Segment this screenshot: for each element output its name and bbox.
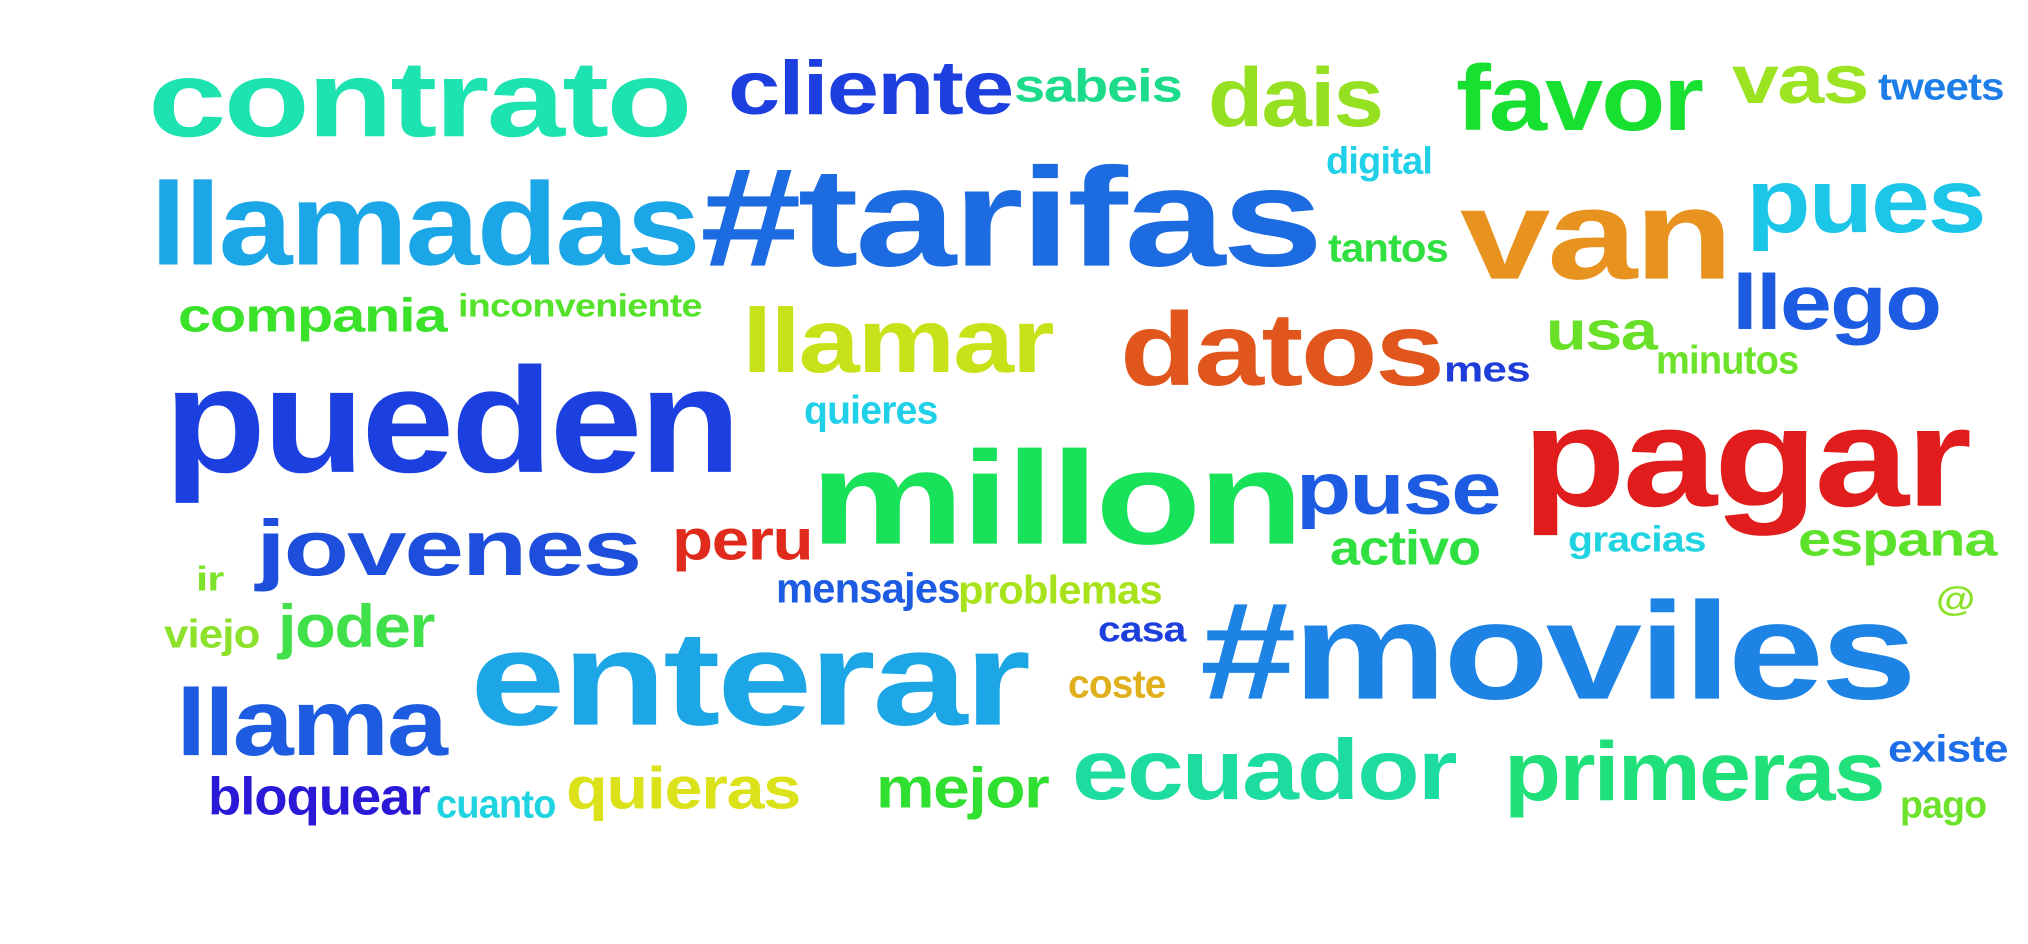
- word-moviles: #moviles: [1200, 573, 1917, 729]
- word-cliente: cliente: [728, 45, 1014, 131]
- word-datos: datos: [1120, 291, 1445, 409]
- word-enterar: enterar: [470, 603, 1031, 755]
- word-bloquear: bloquear: [208, 766, 431, 827]
- word-viejo: viejo: [164, 611, 260, 656]
- word-quieras: quieras: [566, 756, 801, 822]
- word-vas: vas: [1732, 42, 1869, 119]
- word-jovenes: jovenes: [256, 503, 642, 592]
- word-tarifas: #tarifas: [700, 139, 1323, 296]
- word-joder: joder: [278, 592, 435, 661]
- word-ecuador: ecuador: [1072, 723, 1457, 819]
- word-pago: pago: [1900, 784, 1987, 827]
- word-coste: coste: [1068, 661, 1166, 706]
- word-llamadas: llamadas: [150, 159, 701, 291]
- word-inconveniente: inconveniente: [458, 288, 702, 324]
- word-llamar: llamar: [742, 290, 1055, 393]
- word-mensajes: mensajes: [776, 565, 960, 612]
- word-usa: usa: [1546, 300, 1658, 362]
- word-primeras: primeras: [1504, 724, 1886, 818]
- word-gracias: gracias: [1568, 520, 1707, 560]
- word-at-sign: @: [1936, 579, 1975, 619]
- word-mejor: mejor: [876, 756, 1050, 821]
- word-mes: mes: [1444, 350, 1531, 390]
- word-tantos: tantos: [1328, 225, 1449, 270]
- word-peru: peru: [672, 508, 814, 573]
- word-quieres: quieres: [804, 387, 938, 432]
- word-compania: compania: [178, 289, 448, 343]
- word-sabeis: sabeis: [1014, 61, 1183, 112]
- word-pues: pues: [1746, 150, 1987, 253]
- word-minutos: minutos: [1656, 337, 1799, 382]
- word-tweets: tweets: [1878, 66, 2005, 109]
- word-van: van: [1460, 162, 1733, 306]
- word-existe: existe: [1888, 728, 2008, 771]
- word-contrato: contrato: [148, 39, 693, 160]
- word-cuanto: cuanto: [436, 781, 556, 826]
- word-pagar: pagar: [1522, 377, 1972, 537]
- word-puse: puse: [1296, 447, 1502, 531]
- word-dais: dais: [1208, 50, 1384, 144]
- word-problemas: problemas: [958, 567, 1163, 612]
- word-ir: ir: [196, 559, 224, 599]
- word-favor: favor: [1456, 46, 1704, 150]
- word-llego: llego: [1732, 259, 1942, 347]
- word-millon: millon: [810, 423, 1304, 572]
- word-pueden: pueden: [164, 337, 741, 504]
- word-casa: casa: [1098, 610, 1186, 650]
- word-espana: espana: [1798, 513, 1998, 567]
- word-llama: llama: [176, 670, 448, 777]
- word-digital: digital: [1326, 140, 1433, 183]
- word-activo: activo: [1330, 521, 1481, 577]
